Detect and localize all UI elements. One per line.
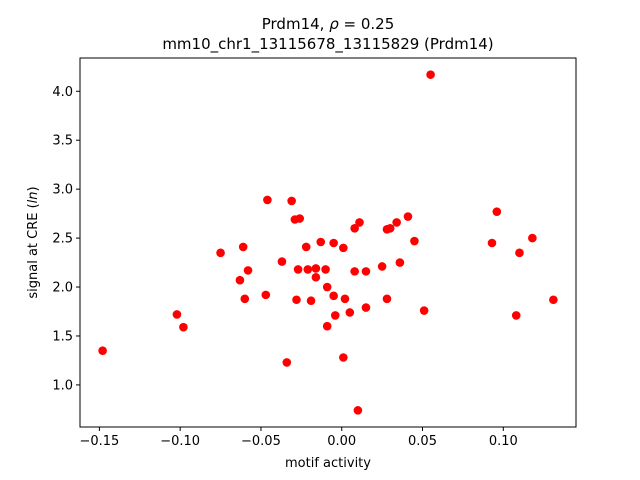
data-point	[293, 265, 303, 274]
y-tick-label: 1.0	[52, 378, 73, 393]
data-point	[301, 242, 311, 252]
x-axis-ticks: −0.15 −0.10 −0.05 0.00 0.05 0.10	[79, 427, 518, 449]
y-axis-ticks: 1.0 1.5 2.0 2.5 3.0 3.5 4.0	[52, 85, 80, 393]
data-point	[235, 275, 245, 285]
data-point	[355, 218, 364, 227]
data-points	[98, 70, 558, 415]
data-point	[329, 238, 338, 248]
data-point	[240, 294, 250, 304]
data-point	[353, 406, 363, 415]
x-tick-label: −0.15	[79, 434, 119, 449]
data-point	[511, 311, 521, 320]
y-tick-label: 3.5	[52, 134, 73, 149]
data-point	[361, 267, 371, 276]
data-point	[345, 308, 355, 317]
data-point	[263, 195, 272, 205]
data-point	[403, 212, 413, 221]
data-point	[98, 346, 107, 355]
data-point	[419, 306, 429, 315]
data-point	[322, 321, 332, 331]
data-point	[329, 291, 338, 301]
x-axis-label: motif activity	[285, 456, 371, 471]
data-point	[385, 224, 395, 233]
data-point	[361, 303, 371, 312]
y-tick-label: 2.0	[52, 281, 73, 296]
data-point	[492, 207, 502, 216]
data-point	[303, 265, 313, 274]
data-point	[350, 267, 359, 276]
data-point	[311, 272, 321, 282]
x-tick-label: −0.05	[241, 434, 281, 449]
y-axis-label: signal at CRE (ln)	[26, 186, 41, 298]
data-point	[243, 266, 253, 275]
data-point	[306, 296, 316, 306]
data-point	[549, 295, 558, 305]
data-point	[350, 224, 359, 233]
data-point	[311, 264, 321, 273]
y-tick-label: 3.0	[52, 183, 73, 198]
chart-title-line-1: Prdm14, ρ = 0.25	[262, 15, 395, 33]
data-point	[382, 294, 392, 304]
data-point	[292, 295, 301, 305]
x-tick-label: 0.00	[327, 434, 356, 449]
data-point	[426, 70, 435, 79]
rho-symbol: ρ	[329, 15, 339, 33]
y-tick-label: 4.0	[52, 85, 73, 100]
data-point	[282, 358, 292, 367]
data-point	[339, 353, 348, 362]
data-point	[295, 214, 305, 223]
data-point	[377, 262, 387, 271]
data-point	[261, 290, 271, 300]
data-point	[321, 265, 330, 274]
y-tick-label: 1.5	[52, 329, 73, 344]
data-point	[395, 258, 405, 267]
x-tick-label: −0.10	[160, 434, 200, 449]
data-point	[339, 243, 348, 253]
data-point	[410, 236, 419, 246]
data-point	[330, 311, 340, 320]
data-point	[322, 282, 332, 292]
data-point	[528, 233, 537, 243]
data-point	[515, 248, 524, 258]
data-point	[316, 237, 326, 247]
data-point	[340, 294, 350, 304]
data-point	[277, 257, 287, 266]
data-point	[392, 218, 401, 227]
data-point	[487, 238, 497, 248]
data-point	[238, 242, 248, 252]
data-point	[216, 248, 225, 258]
x-tick-label: 0.10	[489, 434, 518, 449]
data-point	[287, 196, 296, 206]
y-tick-label: 2.5	[52, 232, 73, 247]
chart-title-line-2: mm10_chr1_13115678_13115829 (Prdm14)	[162, 35, 493, 54]
data-point	[179, 322, 188, 332]
data-point	[172, 310, 182, 319]
x-tick-label: 0.05	[408, 434, 437, 449]
plot-frame	[79, 57, 577, 428]
